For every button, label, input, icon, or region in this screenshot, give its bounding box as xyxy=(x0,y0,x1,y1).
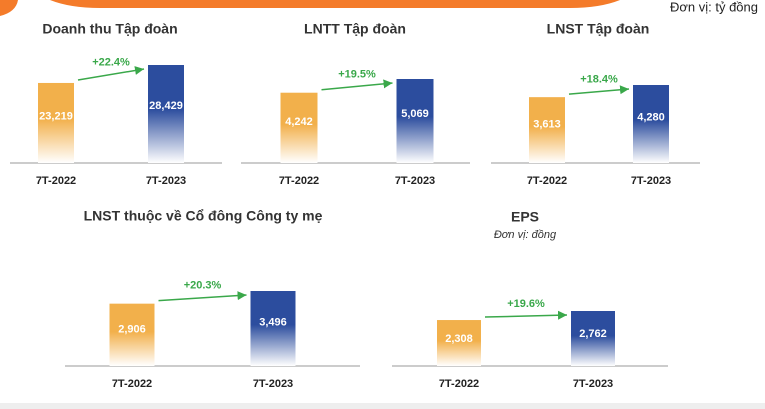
bar xyxy=(633,85,669,163)
category-label: 7T-2023 xyxy=(253,378,293,390)
growth-arrow xyxy=(158,291,247,302)
growth-label: +22.4% xyxy=(92,56,130,68)
value-label: 2,762 xyxy=(579,328,607,340)
category-label: 7T-2022 xyxy=(279,175,319,187)
top-banner xyxy=(50,0,620,8)
chart-title: LNST Tập đoàn xyxy=(547,21,650,37)
value-label: 28,429 xyxy=(149,100,183,112)
bar xyxy=(38,82,74,163)
bar xyxy=(250,291,296,366)
bar xyxy=(148,65,184,163)
value-label: 2,308 xyxy=(445,333,473,345)
bar xyxy=(437,320,481,366)
chart-title: EPS xyxy=(511,209,539,225)
growth-arrow xyxy=(568,85,630,95)
category-label: 7T-2022 xyxy=(112,378,152,390)
chart-title: Doanh thu Tập đoàn xyxy=(42,21,177,37)
unit-label: Đơn vị: tỷ đồng xyxy=(670,0,758,14)
growth-label: +19.5% xyxy=(338,68,376,80)
value-label: 3,613 xyxy=(533,119,561,131)
category-label: 7T-2023 xyxy=(395,175,435,187)
value-label: 4,280 xyxy=(637,112,665,124)
corner-shape xyxy=(0,0,18,16)
bar xyxy=(280,92,318,163)
growth-arrow xyxy=(484,310,568,320)
category-label: 7T-2023 xyxy=(573,378,613,390)
category-label: 7T-2022 xyxy=(36,175,76,187)
chart-subtitle: Đơn vị: đồng xyxy=(494,229,557,241)
value-label: 5,069 xyxy=(401,108,429,120)
bar xyxy=(109,303,155,366)
category-label: 7T-2022 xyxy=(527,175,567,187)
value-label: 2,906 xyxy=(118,324,146,336)
value-label: 3,496 xyxy=(259,316,287,328)
bar xyxy=(396,79,434,163)
growth-label: +19.6% xyxy=(507,298,545,310)
value-label: 4,242 xyxy=(285,116,313,128)
category-label: 7T-2022 xyxy=(439,378,479,390)
growth-label: +18.4% xyxy=(580,73,618,85)
bar xyxy=(571,311,615,366)
growth-label: +20.3% xyxy=(184,280,222,292)
growth-arrow xyxy=(321,79,393,91)
chart-title: LNST thuộc về Cổ đông Công ty mẹ xyxy=(84,208,323,224)
bar xyxy=(529,97,565,163)
category-label: 7T-2023 xyxy=(146,175,186,187)
category-label: 7T-2023 xyxy=(631,175,671,187)
growth-arrow xyxy=(77,66,145,81)
value-label: 23,219 xyxy=(39,110,73,122)
footer-strip xyxy=(0,403,765,409)
chart-title: LNTT Tập đoàn xyxy=(304,21,406,37)
